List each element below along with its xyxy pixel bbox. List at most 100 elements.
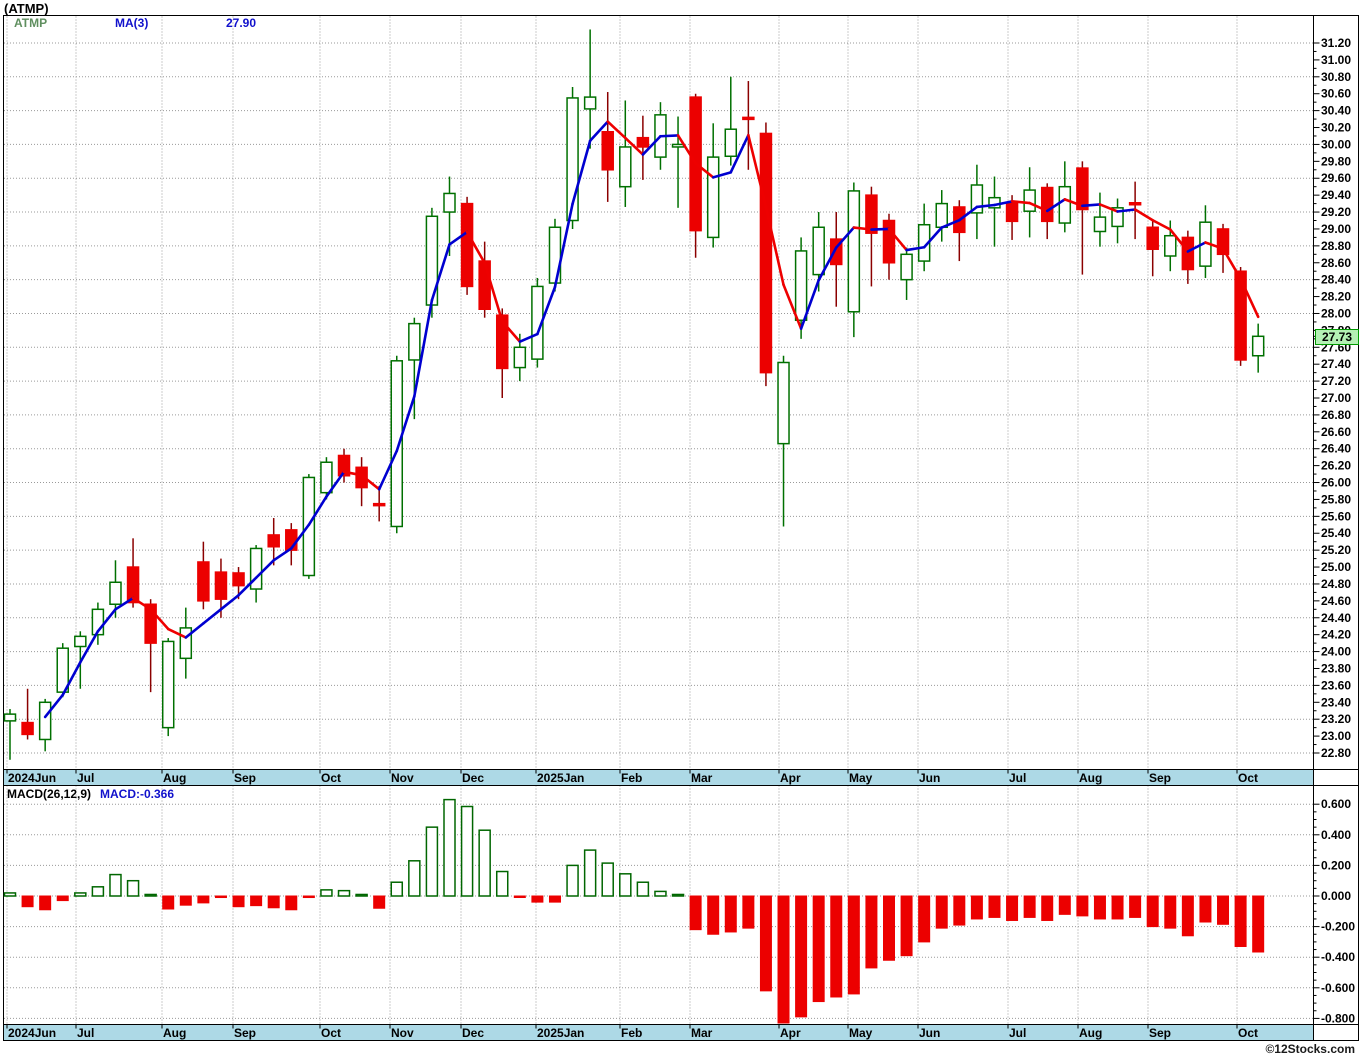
- month-label: 2025Jan: [537, 1026, 584, 1040]
- x-axis-strip-top: [4, 770, 1313, 785]
- candle-body: [1005, 202, 1019, 223]
- ma-segment: [1116, 208, 1137, 213]
- ma-segment: [1063, 198, 1084, 208]
- macd-bar-positive: [355, 893, 368, 897]
- month-label: Aug: [163, 1026, 186, 1040]
- candle-body: [337, 454, 351, 477]
- ma-segment: [254, 558, 276, 580]
- month-label: Aug: [163, 771, 186, 785]
- candle-body: [1076, 167, 1089, 211]
- ma-segment: [448, 230, 469, 246]
- month-label: Oct: [1238, 771, 1258, 785]
- macd-bar-negative: [197, 895, 210, 904]
- candle-body: [372, 502, 386, 507]
- candle-body: [91, 608, 105, 636]
- symbol-legend: ATMP: [14, 16, 48, 30]
- candle-body: [1164, 234, 1177, 257]
- price-tick-label: 24.20: [1321, 628, 1351, 642]
- macd-bar-positive: [126, 879, 140, 897]
- macd-bar-positive: [460, 805, 474, 897]
- macd-bar-negative: [812, 895, 825, 1003]
- month-label: Jul: [77, 1026, 94, 1040]
- price-tick-label: 26.60: [1321, 425, 1351, 439]
- macd-tick-label: 0.400: [1321, 828, 1351, 842]
- candle-body: [3, 713, 17, 722]
- candle-body: [56, 647, 69, 693]
- candle-body: [1234, 270, 1247, 361]
- month-label: Sep: [234, 771, 256, 785]
- ma-segment: [61, 660, 82, 697]
- candle-body: [759, 132, 773, 374]
- month-label: Sep: [1149, 1026, 1171, 1040]
- price-tick-label: 28.00: [1321, 306, 1351, 320]
- gridlines: [4, 16, 1314, 1025]
- candle-body: [1093, 216, 1107, 233]
- price-tick-label: 31.20: [1321, 36, 1351, 50]
- ma-segment: [782, 283, 803, 330]
- month-label: Aug: [1079, 1026, 1102, 1040]
- price-tick-label: 29.60: [1321, 171, 1351, 185]
- ma-segment: [96, 608, 117, 633]
- price-tick-label: 23.40: [1321, 695, 1351, 709]
- macd-bar-negative: [214, 895, 227, 899]
- candle-body: [794, 250, 808, 321]
- month-label: Nov: [391, 1026, 414, 1040]
- candle-body: [671, 143, 685, 148]
- price-tick-label: 25.40: [1321, 526, 1351, 540]
- macd-bar-negative: [953, 895, 966, 926]
- ma-segment: [465, 230, 486, 265]
- macd-bar-negative: [689, 895, 702, 931]
- price-tick-label: 30.40: [1321, 104, 1351, 118]
- macd-bar-positive: [495, 870, 509, 897]
- macd-bar-positive: [74, 892, 87, 897]
- ma-legend-label: MA(3): [115, 16, 149, 30]
- ma-segment: [518, 332, 539, 343]
- macd-legend-label: MACD(26,12,9): [7, 787, 92, 801]
- ma-segment: [202, 608, 223, 625]
- macd-bar-positive: [671, 893, 685, 897]
- ma-segment: [79, 629, 100, 664]
- macd-tick-label: 0.200: [1321, 858, 1351, 872]
- macd-bar-negative: [1093, 895, 1106, 920]
- ma-segment: [342, 470, 363, 477]
- price-tick-label: 27.20: [1321, 374, 1351, 388]
- candle-body: [865, 194, 878, 234]
- ma-segment: [1168, 228, 1190, 253]
- ma-segment: [1081, 203, 1102, 208]
- watermark-copyright: ©12Stocks.com: [1265, 1042, 1355, 1056]
- candle-body: [267, 534, 280, 548]
- price-tick-label: 25.60: [1321, 509, 1351, 523]
- price-tick-label: 24.40: [1321, 611, 1351, 625]
- candle-body: [619, 146, 632, 188]
- price-tick-label: 28.60: [1321, 256, 1351, 270]
- ma-segment: [606, 120, 627, 140]
- candle-body: [38, 701, 52, 741]
- ma-segment: [131, 596, 152, 611]
- price-tick-label: 29.80: [1321, 154, 1351, 168]
- ma-segment: [852, 226, 873, 231]
- month-label: Apr: [780, 1026, 801, 1040]
- macd-bar-positive: [478, 829, 491, 897]
- outer-frame: [3, 15, 1359, 1041]
- macd-legend-value: MACD:-0.366: [100, 787, 175, 801]
- month-axis: 2024Jun 2024Jun Jul Jul Aug Aug Sep Sep Oct Oct No…: [6, 769, 1258, 1040]
- ma-segment: [1098, 203, 1119, 213]
- price-tick-label: 29.00: [1321, 222, 1351, 236]
- price-tick-label: 24.80: [1321, 577, 1351, 591]
- ma-segment: [237, 576, 258, 597]
- candle-body: [1251, 335, 1265, 357]
- panel-frames: [3, 15, 1359, 1041]
- candle-body: [478, 260, 491, 311]
- ma-segment: [395, 395, 416, 453]
- ma-segment: [1010, 200, 1031, 205]
- month-label: Oct: [321, 1026, 341, 1040]
- month-label: Sep: [234, 1026, 256, 1040]
- candle-body: [408, 322, 421, 361]
- candle-body: [566, 97, 579, 222]
- macd-bar-negative: [707, 895, 720, 935]
- macd-tick-label: 0.600: [1321, 797, 1351, 811]
- macd-tick-label: -0.800: [1321, 1011, 1355, 1025]
- candle-body: [126, 566, 140, 604]
- month-label: Jul: [1009, 771, 1026, 785]
- ma-segment: [219, 593, 240, 611]
